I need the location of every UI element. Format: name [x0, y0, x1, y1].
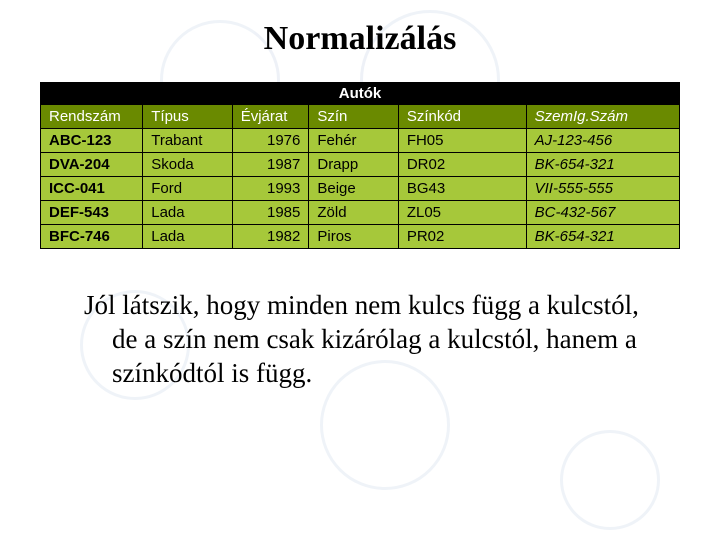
table-cell: 1976 — [232, 129, 309, 153]
page-title: Normalizálás — [40, 20, 680, 58]
table-cell: ICC-041 — [41, 177, 143, 201]
table-body: ABC-123Trabant1976FehérFH05AJ-123-456DVA… — [41, 129, 680, 249]
table-cell: BFC-746 — [41, 225, 143, 249]
table-cell: Ford — [143, 177, 232, 201]
table-cell: Skoda — [143, 153, 232, 177]
column-header: SzemIg.Szám — [526, 105, 679, 129]
table-row: BFC-746Lada1982PirosPR02BK-654-321 — [41, 225, 680, 249]
data-table: Autók RendszámTípusÉvjáratSzínSzínkódSze… — [40, 82, 680, 249]
table-cell: Lada — [143, 225, 232, 249]
table-row: ICC-041Ford1993BeigeBG43VII-555-555 — [41, 177, 680, 201]
table-container: Autók RendszámTípusÉvjáratSzínSzínkódSze… — [40, 82, 680, 249]
table-cell: Fehér — [309, 129, 398, 153]
table-row: DVA-204Skoda1987DrappDR02BK-654-321 — [41, 153, 680, 177]
table-cell: BK-654-321 — [526, 153, 679, 177]
table-cell: Trabant — [143, 129, 232, 153]
column-header: Rendszám — [41, 105, 143, 129]
table-cell: AJ-123-456 — [526, 129, 679, 153]
table-cell: 1982 — [232, 225, 309, 249]
table-cell: Drapp — [309, 153, 398, 177]
column-header: Évjárat — [232, 105, 309, 129]
table-cell: Beige — [309, 177, 398, 201]
table-cell: ABC-123 — [41, 129, 143, 153]
table-row: DEF-543Lada1985ZöldZL05BC-432-567 — [41, 201, 680, 225]
table-caption: Autók — [41, 83, 680, 105]
table-cell: Lada — [143, 201, 232, 225]
table-cell: FH05 — [398, 129, 526, 153]
body-text: Jól látszik, hogy minden nem kulcs függ … — [92, 289, 680, 390]
table-cell: Zöld — [309, 201, 398, 225]
table-cell: DVA-204 — [41, 153, 143, 177]
table-cell: 1985 — [232, 201, 309, 225]
column-header: Típus — [143, 105, 232, 129]
table-cell: 1993 — [232, 177, 309, 201]
table-cell: ZL05 — [398, 201, 526, 225]
column-header: Színkód — [398, 105, 526, 129]
table-cell: DEF-543 — [41, 201, 143, 225]
table-header-row: RendszámTípusÉvjáratSzínSzínkódSzemIg.Sz… — [41, 105, 680, 129]
table-cell: Piros — [309, 225, 398, 249]
column-header: Szín — [309, 105, 398, 129]
table-cell: VII-555-555 — [526, 177, 679, 201]
table-cell: 1987 — [232, 153, 309, 177]
table-cell: PR02 — [398, 225, 526, 249]
table-cell: BG43 — [398, 177, 526, 201]
table-cell: BK-654-321 — [526, 225, 679, 249]
table-row: ABC-123Trabant1976FehérFH05AJ-123-456 — [41, 129, 680, 153]
table-cell: DR02 — [398, 153, 526, 177]
table-cell: BC-432-567 — [526, 201, 679, 225]
